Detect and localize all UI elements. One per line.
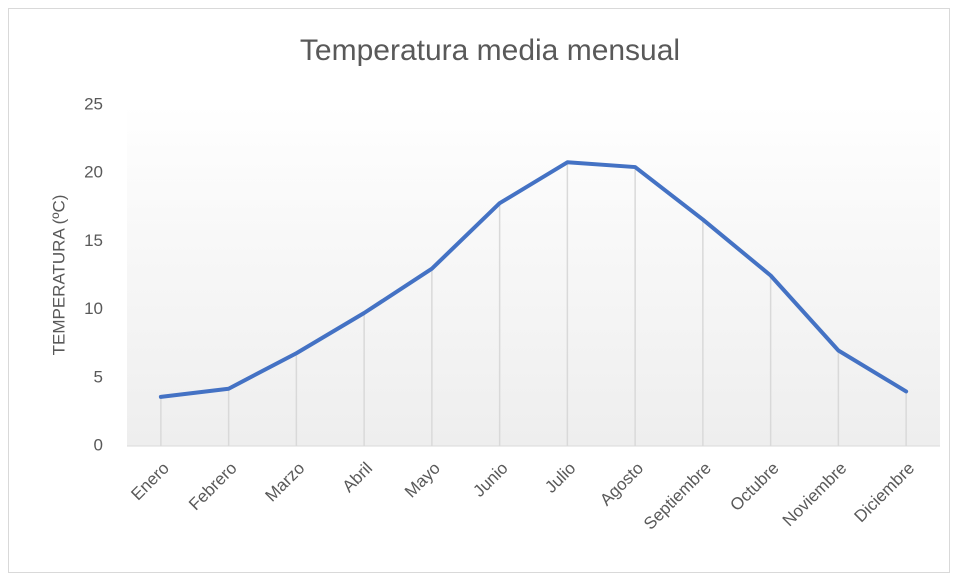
plot-area — [127, 105, 940, 446]
y-tick-label: 25 — [84, 94, 103, 113]
y-tick-label: 5 — [94, 367, 103, 386]
y-axis-label: TEMPERATURA (ºC) — [49, 195, 68, 356]
y-tick-label: 0 — [94, 435, 103, 454]
chart-title: Temperatura media mensual — [300, 34, 680, 67]
y-tick-label: 20 — [84, 163, 103, 182]
y-tick-label: 10 — [84, 299, 103, 318]
y-tick-label: 15 — [84, 231, 103, 250]
line-series — [158, 160, 909, 399]
